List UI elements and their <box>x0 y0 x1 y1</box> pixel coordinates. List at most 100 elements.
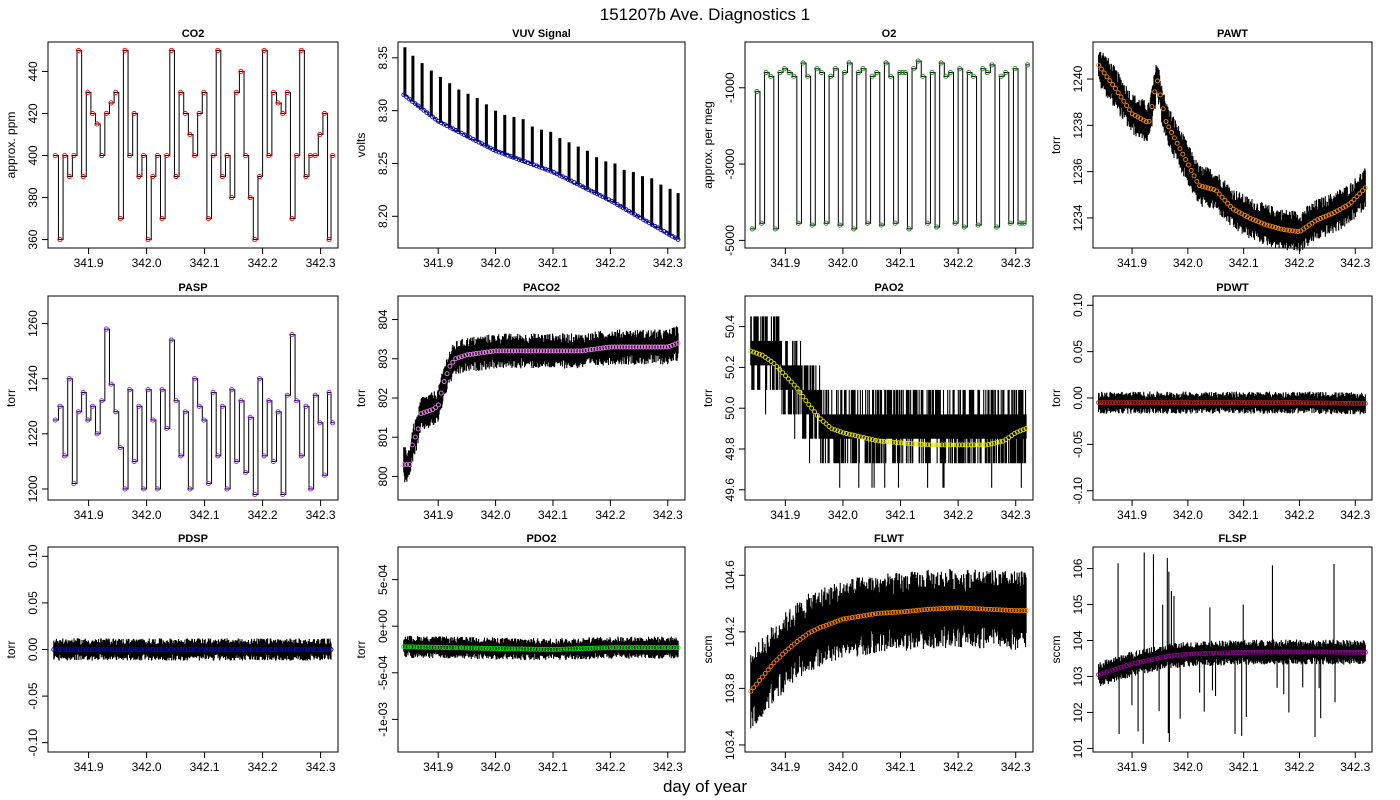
data-point <box>989 62 995 68</box>
signal-spike <box>521 119 525 161</box>
y-tick-label: 50.2 <box>723 355 737 379</box>
signal-spike <box>494 110 498 151</box>
data-point <box>791 382 797 388</box>
data-point <box>1019 220 1025 226</box>
data-point <box>159 647 165 652</box>
data-point <box>1115 400 1121 406</box>
data-point <box>516 157 522 162</box>
data-point <box>450 359 456 365</box>
panel-grid: CO2 approx. ppm 341.9 342.0 342.1 342.2 342.3 3… <box>4 28 1373 774</box>
data-point <box>901 440 907 446</box>
data-point <box>168 47 174 53</box>
data-point <box>424 409 430 415</box>
signal-spike <box>503 114 507 155</box>
data-point <box>545 348 551 354</box>
signal-spike <box>676 193 680 240</box>
data-point <box>499 150 505 156</box>
data-point <box>1152 400 1158 406</box>
data-point <box>1247 400 1253 406</box>
data-point <box>508 348 514 354</box>
data-point <box>956 605 962 611</box>
data-point <box>1230 650 1236 656</box>
data-point <box>92 647 98 652</box>
data-point <box>557 646 563 652</box>
panel-pdo2: PDO2 torr 341.9 342.0 342.1 342.2 342.3 -1e-03 -… <box>354 533 686 774</box>
data-point <box>1331 400 1337 406</box>
data-point <box>791 73 797 79</box>
data-point <box>962 442 968 448</box>
y-tick-label: 0.05 <box>1071 340 1085 364</box>
y-tick-label: 804 <box>376 309 390 329</box>
data-point <box>1020 608 1026 614</box>
data-point <box>1278 649 1284 655</box>
data-point <box>1016 220 1023 226</box>
data-point <box>675 645 681 651</box>
data-point <box>571 646 577 652</box>
data-point <box>1261 400 1267 406</box>
x-tick-label: 342.0 <box>1173 508 1203 522</box>
signal-spike <box>622 169 626 209</box>
data-point <box>823 220 829 226</box>
data-point <box>435 402 441 408</box>
data-point <box>229 647 235 652</box>
x-tick-label: 342.3 <box>1340 760 1370 774</box>
data-point <box>1180 652 1186 658</box>
data-point <box>89 110 95 117</box>
step-line <box>53 328 335 495</box>
data-point <box>424 644 430 650</box>
y-tick-label: 0.10 <box>1071 293 1085 317</box>
data-point <box>215 453 221 459</box>
data-point <box>1348 199 1354 205</box>
x-tick-label: 342.1 <box>1229 508 1259 522</box>
panel-flwt: FLWT sccm 341.9 342.0 342.1 342.2 342.3 103.4 10… <box>701 533 1034 774</box>
data-point <box>803 398 809 403</box>
data-point <box>270 458 276 464</box>
data-point <box>249 647 255 652</box>
data-point <box>548 348 554 354</box>
data-point <box>1253 218 1259 224</box>
data-point <box>1348 649 1354 655</box>
data-point <box>1312 649 1318 655</box>
plot-frame <box>47 295 339 501</box>
data-point <box>1323 213 1329 219</box>
data-point <box>1292 400 1298 406</box>
data-point <box>1250 400 1256 406</box>
data-point <box>872 611 878 617</box>
data-point <box>1301 400 1306 406</box>
data-point <box>404 94 409 100</box>
data-point <box>461 353 467 359</box>
x-tick-label: 341.9 <box>423 508 453 522</box>
data-point <box>99 398 105 404</box>
data-point <box>401 462 407 468</box>
data-point <box>1287 400 1292 406</box>
data-point <box>666 645 672 651</box>
data-point <box>496 646 502 652</box>
data-point <box>232 647 238 652</box>
data-point <box>1348 400 1354 406</box>
data-point <box>317 131 323 138</box>
data-point <box>1127 662 1132 668</box>
signal-spike <box>457 89 461 132</box>
data-point <box>1228 204 1233 209</box>
data-point <box>1003 69 1009 76</box>
data-point <box>881 438 887 444</box>
data-point <box>159 387 165 393</box>
data-point <box>197 647 203 652</box>
data-point <box>83 647 89 652</box>
data-point <box>1129 661 1135 667</box>
y-tick-label: 104.6 <box>723 560 737 590</box>
data-point <box>795 220 801 226</box>
data-point <box>916 607 922 613</box>
data-point <box>505 646 511 652</box>
panel-title: PAWT <box>1217 28 1248 40</box>
x-tick-label: 342.2 <box>943 508 973 522</box>
signal-spike <box>659 184 663 230</box>
data-point <box>261 647 267 652</box>
panel-o2: O2 approx. per meg 341.9 342.0 342.1 342.2 342… <box>701 28 1034 270</box>
data-point <box>1107 668 1113 674</box>
data-point <box>1247 215 1253 221</box>
data-point <box>528 348 534 354</box>
data-point <box>1323 400 1329 406</box>
y-tick-label: 1234 <box>1071 204 1085 231</box>
y-tick-label: 0.00 <box>26 637 40 661</box>
